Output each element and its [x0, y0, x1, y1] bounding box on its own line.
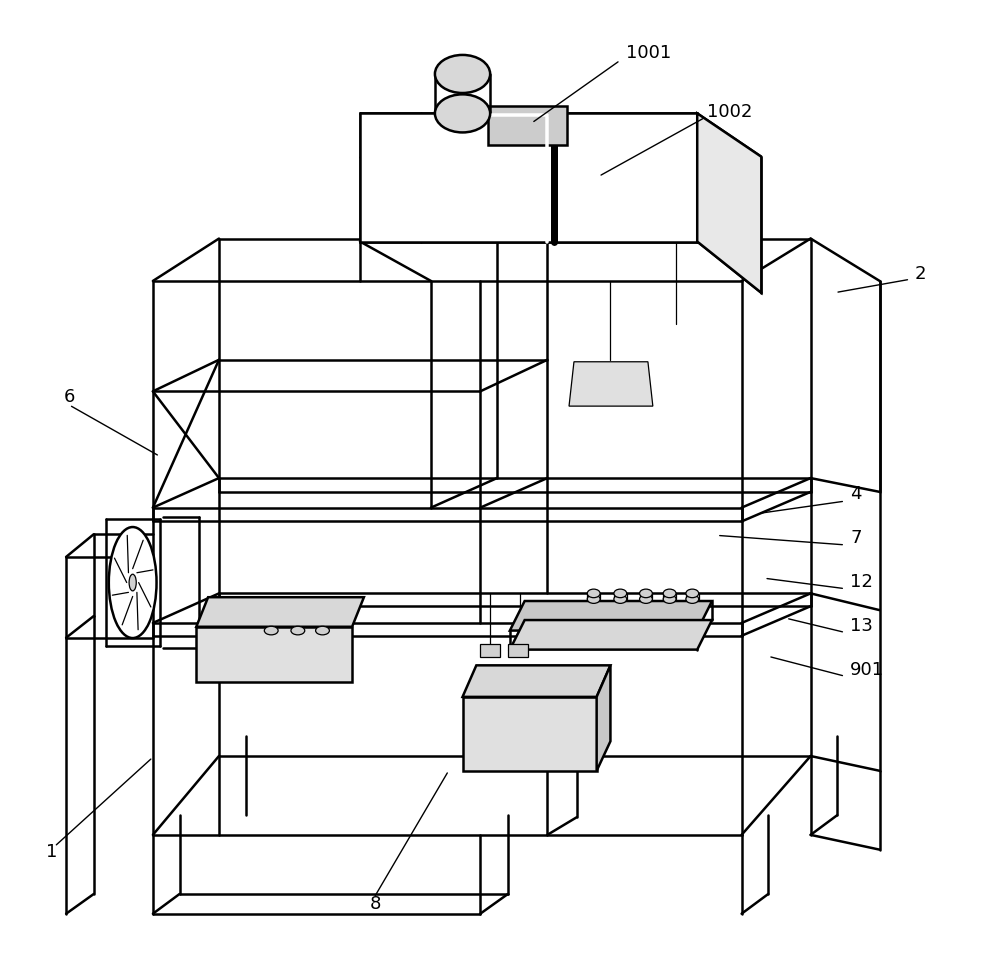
Polygon shape — [597, 666, 610, 771]
Text: 901: 901 — [850, 661, 884, 678]
Polygon shape — [488, 105, 567, 145]
Polygon shape — [569, 362, 653, 406]
Text: 7: 7 — [850, 529, 862, 547]
Ellipse shape — [614, 595, 627, 604]
Ellipse shape — [614, 589, 627, 598]
Text: 6: 6 — [64, 388, 76, 407]
Polygon shape — [697, 113, 761, 293]
Text: 13: 13 — [850, 617, 873, 635]
Polygon shape — [196, 597, 364, 627]
Ellipse shape — [663, 589, 676, 598]
Ellipse shape — [129, 574, 136, 591]
Ellipse shape — [435, 95, 490, 132]
Ellipse shape — [640, 589, 652, 598]
Polygon shape — [510, 601, 712, 631]
Ellipse shape — [587, 589, 600, 598]
Polygon shape — [463, 696, 597, 771]
Ellipse shape — [686, 595, 699, 604]
Text: 12: 12 — [850, 573, 873, 591]
Ellipse shape — [264, 626, 278, 635]
Text: 2: 2 — [914, 265, 926, 282]
Ellipse shape — [640, 595, 652, 604]
Ellipse shape — [663, 595, 676, 604]
Polygon shape — [360, 113, 761, 156]
Text: 8: 8 — [370, 895, 381, 913]
Bar — [508, 644, 528, 657]
Ellipse shape — [316, 626, 329, 635]
Ellipse shape — [587, 595, 600, 604]
Ellipse shape — [291, 626, 305, 635]
Bar — [480, 644, 500, 657]
Polygon shape — [196, 627, 352, 682]
Polygon shape — [463, 666, 610, 696]
Text: 4: 4 — [850, 486, 862, 503]
Text: 1002: 1002 — [707, 102, 752, 121]
Text: 1001: 1001 — [626, 43, 671, 62]
Ellipse shape — [686, 589, 699, 598]
Ellipse shape — [435, 55, 490, 93]
Polygon shape — [360, 113, 697, 242]
Polygon shape — [510, 620, 712, 649]
Text: 1: 1 — [46, 843, 58, 862]
Ellipse shape — [109, 527, 157, 639]
